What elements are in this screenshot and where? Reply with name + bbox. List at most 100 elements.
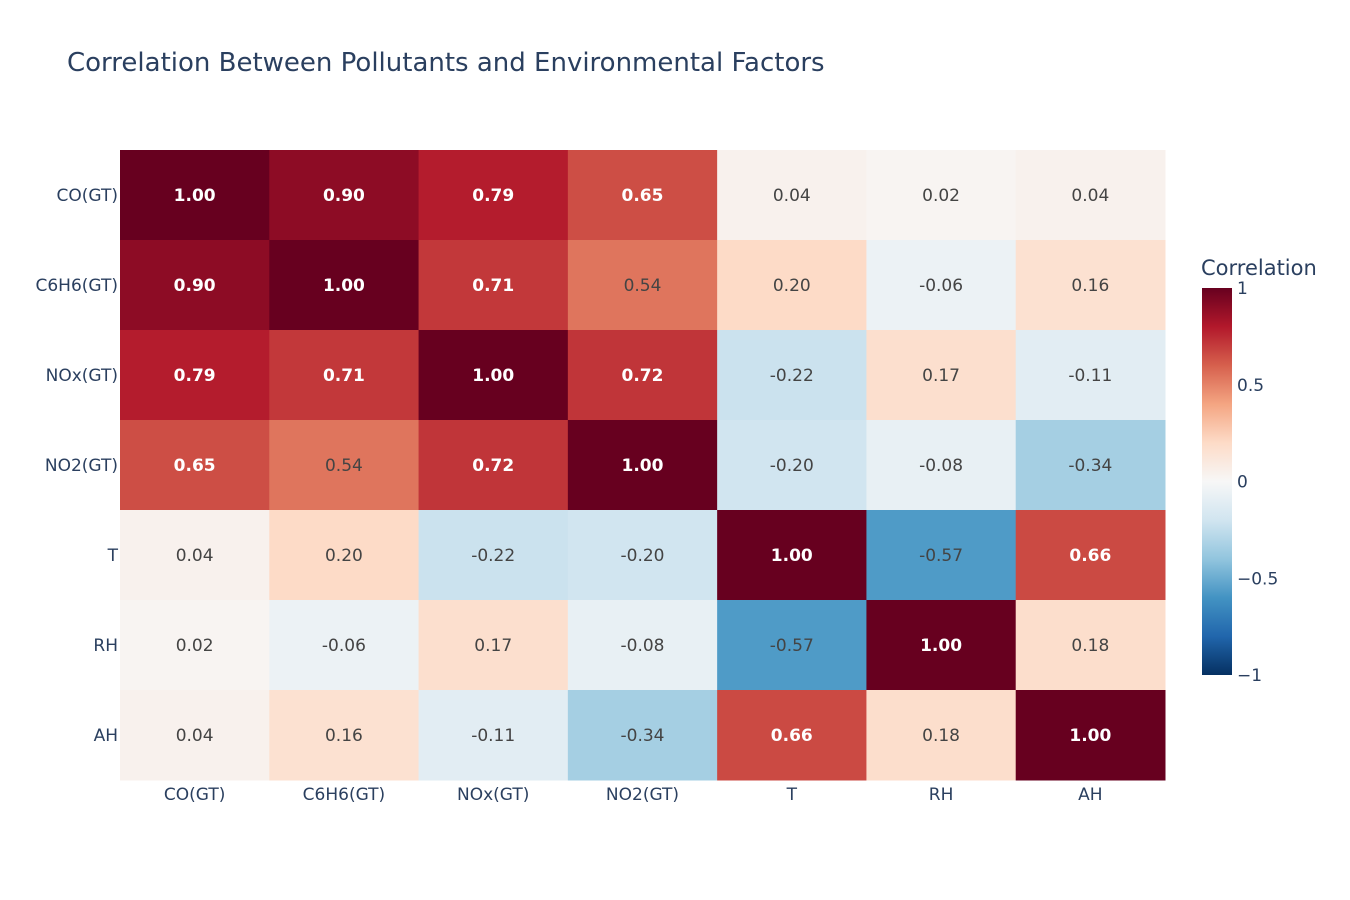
heatmap-cell [567,420,718,511]
y-tick-label: NO2(GT) [45,456,118,476]
x-tick-label: AH [1078,785,1102,805]
cell-value-label: -0.22 [471,546,515,566]
heatmap-cells: 1.00 0.90 0.79 0.65 0.04 0.02 0.04 0.90 1.00 0.71… [120,150,1166,781]
colorbar-tick-label: 0 [1237,473,1248,493]
cell-value-label: 0.54 [325,456,363,476]
y-tick-label: CO(GT) [57,186,118,206]
cell-value-label: 1.00 [920,636,962,656]
cell-value-label: 0.71 [472,276,514,296]
cell-value-label: 0.79 [472,186,514,206]
chart-title: Correlation Between Pollutants and Envir… [67,48,825,78]
heatmap-cell [269,510,420,601]
colorbar-gradient [1202,288,1232,675]
cell-value-label: -0.20 [770,456,814,476]
heatmap-cell [120,600,270,691]
cell-value-label: 0.02 [922,186,960,206]
heatmap-cell [1015,150,1166,241]
heatmap-cell [418,510,569,601]
cell-value-label: 0.17 [922,366,960,386]
heatmap-cell [120,240,270,331]
x-tick-label: CO(GT) [164,785,225,805]
cell-value-label: 1.00 [323,276,365,296]
cell-value-label: 0.90 [323,186,365,206]
heatmap-cell [269,150,420,241]
heatmap-cell [866,240,1017,331]
cell-value-label: 1.00 [174,186,216,206]
x-tick-label: C6H6(GT) [303,785,386,805]
cell-value-label: 1.00 [1069,726,1111,746]
colorbar-tick-label: −0.5 [1237,569,1278,589]
colorbar-title: Correlation [1201,256,1317,280]
x-tick-label: RH [929,785,954,805]
heatmap-cell [866,510,1017,601]
cell-value-label: 0.72 [472,456,514,476]
cell-value-label: -0.11 [1068,366,1112,386]
heatmap-cell [269,690,420,781]
heatmap-cell [269,240,420,331]
heatmap-cell [717,510,867,601]
x-axis-ticks: CO(GT) C6H6(GT) NOx(GT) NO2(GT) T RH AH [164,785,1103,805]
colorbar-tick-label: 0.5 [1237,376,1264,396]
heatmap-cell [120,690,270,781]
cell-value-label: 0.16 [1071,276,1109,296]
heatmap-cell [866,600,1017,691]
cell-value-label: 0.17 [474,636,512,656]
cell-value-label: 0.04 [176,546,214,566]
cell-value-label: 0.90 [174,276,216,296]
cell-value-label: 0.02 [176,636,214,656]
heatmap-cell [717,330,867,421]
heatmap-cell [567,240,718,331]
heatmap-cell [1015,240,1166,331]
y-axis-ticks: CO(GT) C6H6(GT) NOx(GT) NO2(GT) T RH AH [35,186,118,746]
cell-value-label: 0.66 [771,726,813,746]
cell-value-label: 0.18 [922,726,960,746]
heatmap-cell [717,240,867,331]
y-tick-label: NOx(GT) [46,366,118,386]
heatmap-cell [120,420,270,511]
cell-value-label: 0.04 [773,186,811,206]
heatmap-cell [120,150,270,241]
heatmap-cell [269,420,420,511]
cell-value-label: 0.72 [622,366,664,386]
y-tick-label: T [107,546,119,566]
cell-value-label: 1.00 [771,546,813,566]
cell-value-label: -0.34 [621,726,665,746]
heatmap-cell [717,600,867,691]
cell-value-label: 0.79 [174,366,216,386]
cell-value-label: 0.71 [323,366,365,386]
heatmap-cell [120,330,270,421]
cell-value-label: -0.08 [621,636,665,656]
heatmap-cell [866,420,1017,511]
heatmap-cell [1015,510,1166,601]
cell-value-label: -0.57 [919,546,963,566]
heatmap-cell [1015,420,1166,511]
cell-value-label: -0.34 [1068,456,1112,476]
x-tick-label: NOx(GT) [457,785,529,805]
heatmap-cell [418,600,569,691]
heatmap-cell [418,150,569,241]
heatmap-cell [717,420,867,511]
heatmap-cell [567,330,718,421]
heatmap-cell [269,330,420,421]
x-tick-label: T [786,785,798,805]
cell-value-label: 0.54 [624,276,662,296]
cell-value-label: 1.00 [472,366,514,386]
heatmap-cell [418,240,569,331]
cell-value-label: -0.08 [919,456,963,476]
cell-value-label: 0.16 [325,726,363,746]
cell-value-label: -0.06 [919,276,963,296]
heatmap-cell [717,150,867,241]
cell-value-label: 0.20 [773,276,811,296]
heatmap-cell [567,600,718,691]
y-tick-label: AH [94,726,118,746]
colorbar-tick-label: 1 [1237,279,1248,299]
colorbar: Correlation 1 0.5 0 −0.5 −1 [1201,256,1317,686]
cell-value-label: 0.65 [622,186,664,206]
cell-value-label: -0.20 [621,546,665,566]
heatmap-cell [567,150,718,241]
heatmap-cell [418,690,569,781]
heatmap-cell [120,510,270,601]
heatmap-cell [418,420,569,511]
y-tick-label: C6H6(GT) [35,276,118,296]
